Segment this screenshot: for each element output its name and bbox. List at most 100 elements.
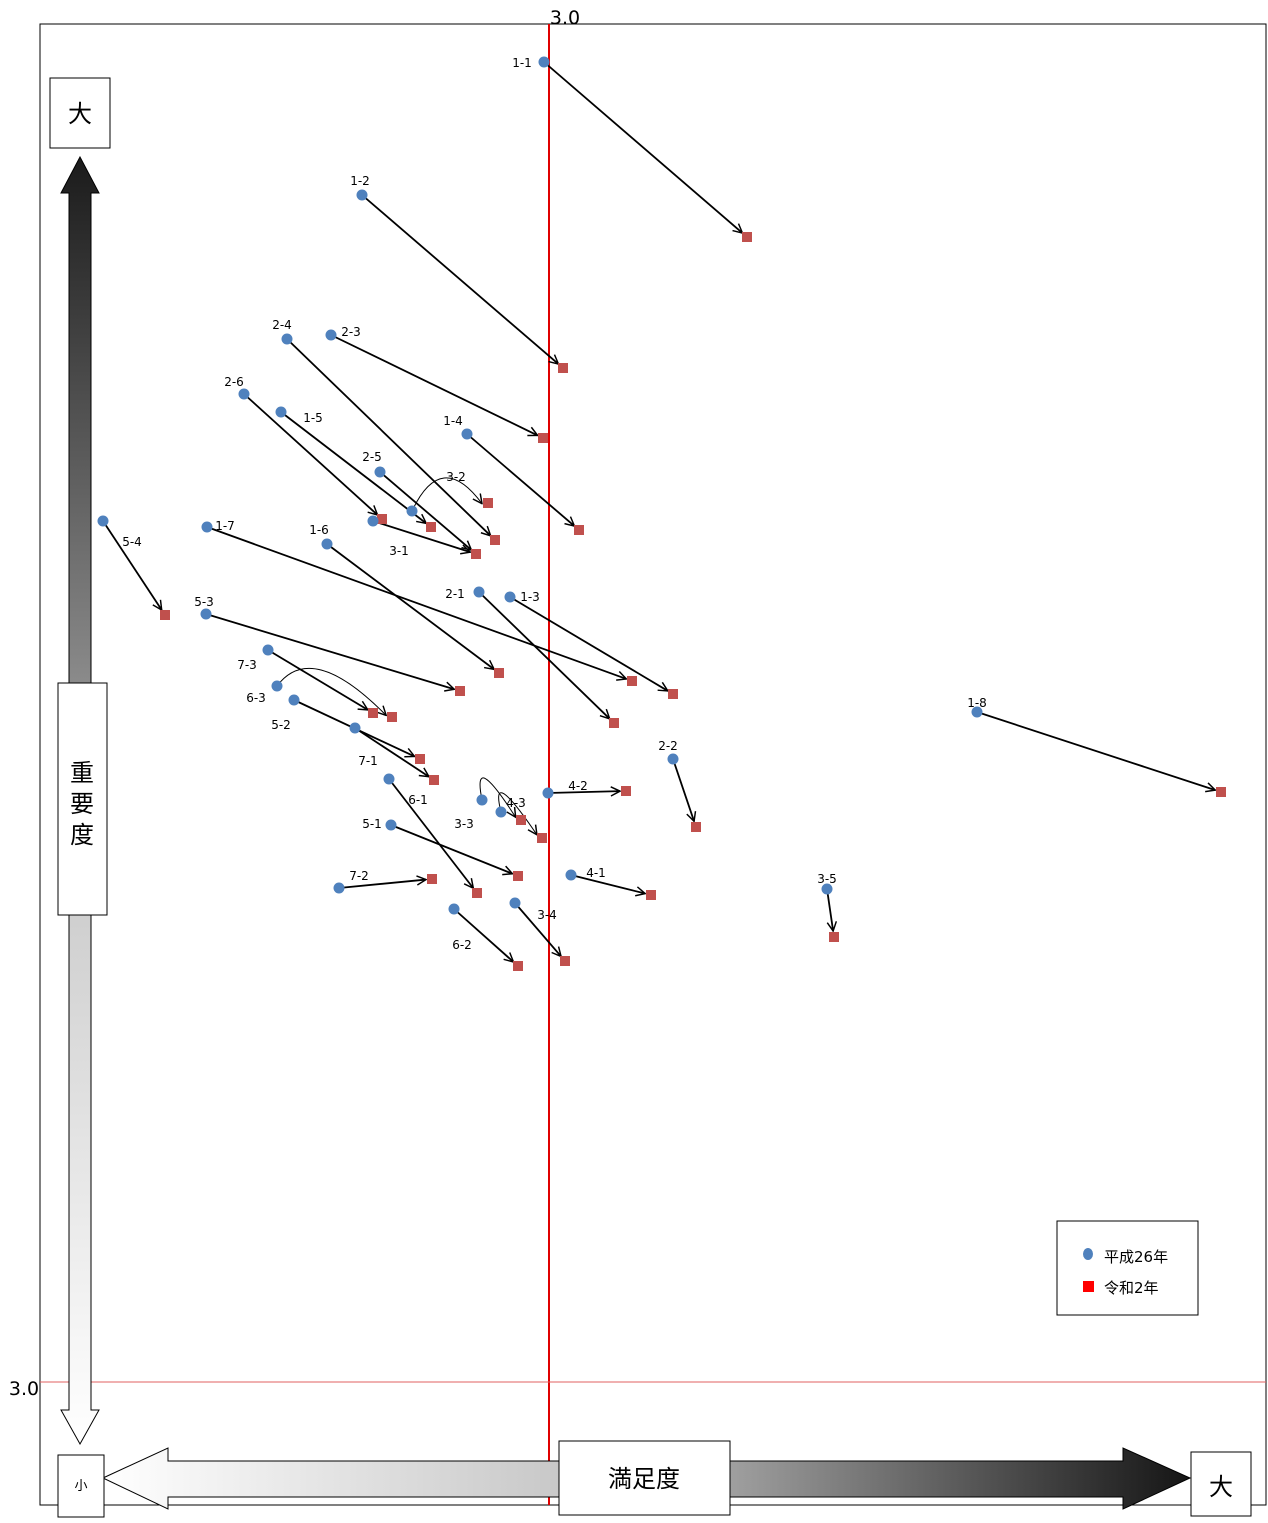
points-layer (97, 56, 1226, 971)
point-label-1-3: 1-3 (520, 590, 540, 604)
r2-point-1-6 (494, 668, 504, 678)
change-arrow-2-1 (478, 591, 610, 719)
r2-point-6-3 (387, 712, 397, 722)
change-arrow-6-1 (388, 778, 473, 888)
legend-box (1056, 1220, 1199, 1316)
r2-point-3-4 (560, 956, 570, 966)
change-arrow-4-3 (498, 792, 537, 835)
importance-high-label: 大 (68, 100, 92, 128)
change-arrow-1-4 (466, 433, 574, 526)
r2-point-3-1 (471, 549, 481, 559)
importance-axis-arrow (60, 155, 100, 1446)
point-label-4-2: 4-2 (568, 779, 588, 793)
point-label-3-1: 3-1 (389, 544, 409, 558)
change-arrow-1-7 (206, 526, 626, 679)
h26-point-6-2 (448, 903, 460, 915)
r2-point-2-4 (490, 535, 500, 545)
change-arrow-4-2 (547, 791, 620, 793)
point-label-4-1: 4-1 (586, 866, 606, 880)
r2-point-1-3 (668, 689, 678, 699)
point-label-1-5: 1-5 (303, 411, 323, 425)
change-arrow-1-8 (976, 711, 1215, 790)
importance-high-box (49, 77, 111, 149)
change-arrow-3-2 (411, 477, 482, 512)
point-label-6-3: 6-3 (246, 691, 266, 705)
r2-point-3-3 (516, 815, 526, 825)
h26-point-1-7 (201, 521, 213, 533)
importance-title-box (57, 682, 108, 916)
r2-point-1-7 (627, 676, 637, 686)
h26-point-7-3 (262, 644, 274, 656)
change-arrow-2-4 (286, 338, 491, 536)
change-arrow-4-1 (570, 874, 645, 894)
r2-point-6-1 (472, 888, 482, 898)
change-arrow-2-3 (330, 334, 538, 435)
h26-point-4-2 (542, 787, 554, 799)
h26-point-6-1 (383, 773, 395, 785)
r2-point-2-2 (691, 822, 701, 832)
h26-point-1-5 (275, 406, 287, 418)
change-arrow-2-5 (379, 471, 471, 550)
r2-point-2-6 (377, 514, 387, 524)
change-arrow-2-2 (672, 758, 694, 821)
change-arrow-3-1 (372, 520, 470, 552)
satisfaction-title-box (558, 1440, 731, 1516)
h26-point-6-3 (271, 680, 283, 692)
r2-point-5-2 (415, 754, 425, 764)
change-arrow-5-4 (102, 520, 162, 610)
h26-point-2-1 (473, 586, 485, 598)
point-label-5-1: 5-1 (362, 817, 382, 831)
point-label-2-2: 2-2 (658, 739, 678, 753)
h26-point-3-5 (821, 883, 833, 895)
h26-point-2-4 (281, 333, 293, 345)
change-arrow-7-2 (338, 880, 426, 889)
r2-point-6-2 (513, 961, 523, 971)
change-arrow-3-3 (479, 777, 516, 817)
h26-point-2-5 (374, 466, 386, 478)
change-arrow-1-3 (509, 596, 668, 691)
r2-point-7-1 (429, 775, 439, 785)
legend-r2-marker (1083, 1281, 1094, 1292)
h26-point-5-1 (385, 819, 397, 831)
change-arrow-6-3 (276, 667, 386, 715)
satisfaction-low-box (57, 1454, 105, 1518)
r2-point-1-8 (1216, 787, 1226, 797)
point-label-2-3: 2-3 (341, 325, 361, 339)
change-arrow-5-3 (205, 613, 454, 689)
point-label-2-5: 2-5 (362, 450, 382, 464)
point-label-5-3: 5-3 (194, 595, 214, 609)
r2-point-7-3 (368, 708, 378, 718)
satisfaction-high-label: 大 (1209, 1473, 1233, 1501)
change-arrow-2-6 (243, 393, 378, 515)
point-label-1-7: 1-7 (215, 519, 235, 533)
change-arrow-7-1 (354, 727, 429, 777)
importance-title-char-3: 度 (70, 821, 94, 849)
h26-point-5-4 (97, 515, 109, 527)
r2-point-7-2 (427, 874, 437, 884)
legend: 平成26年 令和2年 (1056, 1220, 1199, 1316)
r2-point-1-5 (426, 522, 436, 532)
point-label-3-2: 3-2 (446, 470, 466, 484)
change-arrow-1-6 (326, 543, 494, 669)
h26-point-3-4 (509, 897, 521, 909)
change-arrow-5-1 (390, 824, 512, 874)
point-label-1-6: 1-6 (309, 523, 329, 537)
x-reference-label: 3.0 (550, 7, 580, 29)
h26-point-1-1 (538, 56, 550, 68)
h26-point-3-1 (367, 515, 379, 527)
h26-point-1-4 (461, 428, 473, 440)
change-arrow-3-4 (514, 902, 561, 956)
r2-point-3-2 (483, 498, 493, 508)
legend-h26-label: 平成26年 (1104, 1248, 1168, 1266)
change-arrow-1-1 (543, 61, 742, 233)
r2-point-4-3 (537, 833, 547, 843)
point-label-2-4: 2-4 (272, 318, 292, 332)
point-label-3-3: 3-3 (454, 817, 474, 831)
point-label-2-1: 2-1 (445, 587, 465, 601)
h26-point-4-1 (565, 869, 577, 881)
point-label-3-4: 3-4 (537, 908, 557, 922)
legend-h26-marker (1083, 1248, 1093, 1260)
importance-title-char-2: 要 (70, 790, 94, 818)
r2-point-1-2 (558, 363, 568, 373)
